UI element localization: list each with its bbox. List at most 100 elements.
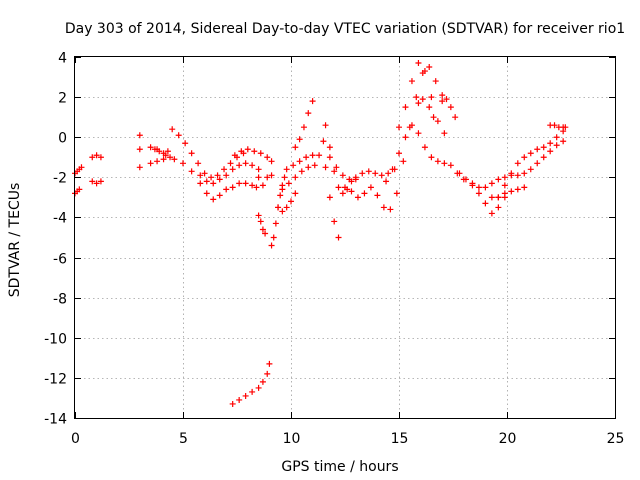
chart-title: Day 303 of 2014, Sidereal Day-to-day VTE…: [65, 21, 625, 37]
data-point: [272, 220, 279, 227]
data-points: [72, 60, 569, 407]
x-tick-label: 20: [499, 431, 517, 447]
y-tick-labels: -14 -12 -10 -8 -6 -4 -2 0 2 4: [44, 51, 67, 428]
data-point: [385, 170, 392, 177]
data-point: [303, 154, 310, 161]
data-point: [316, 152, 323, 159]
data-point: [147, 160, 154, 167]
y-tick-label: -4: [53, 211, 67, 227]
data-point: [236, 396, 243, 403]
data-point: [259, 226, 266, 233]
data-point: [551, 122, 558, 129]
data-point: [367, 184, 374, 191]
data-series-arc-12: [255, 172, 275, 189]
data-point: [326, 154, 333, 161]
y-tick-label: 0: [58, 131, 67, 147]
data-point: [488, 180, 495, 187]
data-point: [97, 178, 104, 185]
data-point: [408, 122, 415, 129]
data-point: [534, 146, 541, 153]
data-point: [214, 172, 221, 179]
y-tick-label: -8: [53, 292, 67, 308]
data-point: [495, 194, 502, 201]
data-point: [495, 176, 502, 183]
data-point: [182, 140, 189, 147]
grid: [75, 57, 615, 418]
data-point: [521, 170, 528, 177]
data-point: [285, 180, 292, 187]
data-point: [288, 198, 294, 205]
data-point: [309, 152, 316, 159]
data-point: [257, 150, 264, 157]
data-point: [521, 184, 528, 191]
data-point: [93, 180, 100, 187]
data-point: [229, 166, 236, 173]
data-point: [229, 400, 236, 407]
data-point: [482, 200, 489, 207]
data-point: [180, 160, 186, 167]
data-point: [305, 164, 312, 171]
data-point: [335, 184, 342, 191]
data-point: [249, 162, 256, 169]
data-point: [160, 156, 167, 163]
data-series-arc-25: [383, 122, 467, 185]
data-series-arc-32: [415, 96, 437, 121]
data-point: [415, 130, 422, 137]
data-point: [501, 190, 508, 197]
data-point: [136, 146, 143, 153]
data-point: [221, 166, 228, 173]
data-point: [352, 174, 359, 181]
data-point: [290, 162, 297, 169]
data-point: [508, 188, 515, 195]
data-series-arc-28: [469, 138, 567, 191]
data-point: [335, 234, 342, 241]
x-tick-label: 0: [71, 431, 80, 447]
data-point: [439, 98, 446, 105]
data-point: [283, 204, 290, 211]
data-point: [562, 124, 569, 131]
y-tick-label: 4: [58, 51, 67, 67]
data-point: [251, 148, 258, 155]
data-series-arc-10: [197, 160, 262, 187]
data-series-arc-19: [292, 98, 316, 151]
data-point: [264, 370, 271, 377]
data-point: [488, 194, 495, 201]
data-point: [197, 180, 204, 187]
data-point: [216, 192, 223, 199]
data-point: [428, 94, 435, 101]
data-point: [322, 122, 329, 129]
y-tick-label: -14: [44, 412, 67, 428]
data-series-arc-13: [255, 212, 269, 237]
data-point: [242, 392, 249, 399]
data-point: [264, 174, 271, 181]
data-point: [339, 172, 346, 179]
data-point: [342, 184, 348, 191]
data-point: [236, 162, 243, 169]
x-tick-labels: 0 5 10 15 20 25: [71, 431, 624, 447]
data-point: [175, 132, 182, 139]
data-point: [475, 190, 482, 197]
data-point: [322, 164, 329, 171]
data-point: [430, 114, 437, 121]
data-point: [527, 166, 534, 173]
data-point: [78, 164, 85, 171]
data-point: [508, 170, 515, 177]
data-series-arc-21: [322, 122, 359, 197]
data-point: [89, 178, 96, 185]
data-point: [268, 158, 275, 165]
data-point: [447, 162, 454, 169]
data-point: [76, 186, 83, 193]
data-point: [540, 144, 547, 151]
data-point: [331, 168, 338, 175]
data-series-arc-01: [72, 164, 85, 177]
data-point: [540, 154, 547, 161]
data-point: [426, 64, 433, 71]
data-series-arc-05: [136, 132, 143, 171]
data-point: [223, 186, 230, 193]
data-point: [249, 388, 256, 395]
data-point: [195, 160, 202, 167]
data-point: [169, 126, 176, 133]
data-point: [396, 124, 402, 131]
data-point: [242, 160, 249, 167]
data-point: [447, 104, 454, 111]
